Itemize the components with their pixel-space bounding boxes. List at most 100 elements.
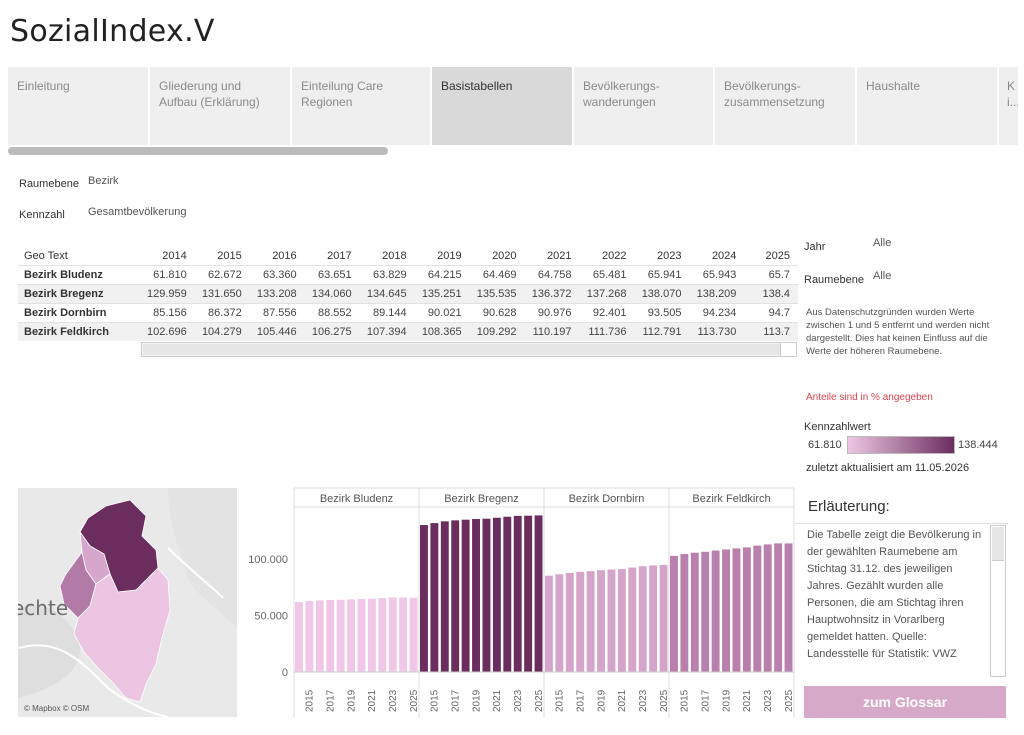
y-tick-label: 50.000 xyxy=(254,610,288,622)
table-cell: 86.372 xyxy=(194,302,250,322)
table-cell: 109.292 xyxy=(469,321,525,341)
tab-scrollbar[interactable] xyxy=(8,147,388,155)
row-geo-name: Bezirk Dornbirn xyxy=(18,302,140,322)
x-tick-label: 2019 xyxy=(346,689,357,712)
y-tick-label: 100.000 xyxy=(248,554,288,566)
map-road xyxy=(18,644,169,717)
table-cell: 102.696 xyxy=(139,321,195,341)
table-cell: 134.645 xyxy=(359,283,415,303)
tab-einleitung[interactable]: Einleitung xyxy=(8,67,148,145)
year-header[interactable]: 2018 xyxy=(382,250,407,263)
tab-einteilung[interactable]: Einteilung Care Regionen xyxy=(292,67,430,145)
x-tick-label: 2023 xyxy=(388,689,399,712)
table-horizontal-scrollbar[interactable] xyxy=(141,342,797,357)
bar xyxy=(388,597,397,672)
bar xyxy=(607,569,616,672)
table-cell: 64.215 xyxy=(414,264,470,284)
x-tick-label: 2025 xyxy=(659,689,670,712)
map-region-bludenz[interactable] xyxy=(73,567,171,703)
table-row[interactable]: Bezirk Dornbirn 85.156 86.372 87.556 88.552 8… xyxy=(18,302,798,322)
year-header[interactable]: 2017 xyxy=(327,250,352,263)
row-geo-name: Bezirk Bludenz xyxy=(18,264,140,284)
kennzahl-label: Kennzahl xyxy=(19,209,65,221)
bar xyxy=(440,521,449,672)
explanation-scroll-thumb[interactable] xyxy=(992,527,1004,561)
legend-max: 138.444 xyxy=(958,439,998,451)
scrollbar-thumb[interactable] xyxy=(143,344,780,355)
year-header[interactable]: 2016 xyxy=(272,250,297,263)
table-row[interactable]: Bezirk Bregenz 129.959 131.650 133.208 134.0… xyxy=(18,283,798,303)
table-cell: 89.144 xyxy=(359,302,415,322)
region-map[interactable]: echte xyxy=(18,488,237,717)
table-cell: 111.736 xyxy=(579,321,635,341)
table-cell: 93.505 xyxy=(634,302,690,322)
tab-more[interactable]: K le i... xyxy=(999,67,1018,145)
table-row[interactable]: Bezirk Feldkirch 102.696 104.279 105.446 106… xyxy=(18,321,798,341)
side-raumebene-select[interactable]: Alle xyxy=(873,270,892,282)
bar xyxy=(753,545,762,672)
explanation-scrollbar[interactable] xyxy=(990,525,1006,677)
row-geo-name: Bezirk Feldkirch xyxy=(18,321,140,341)
table-cell: 110.197 xyxy=(524,321,580,341)
year-header[interactable]: 2019 xyxy=(437,250,462,263)
year-header[interactable]: 2024 xyxy=(711,250,737,263)
table-cell: 61.810 xyxy=(139,264,195,284)
table-cell: 113.7 xyxy=(744,321,798,341)
table-cell: 107.394 xyxy=(359,321,415,341)
bar xyxy=(784,543,793,672)
year-header[interactable]: 2014 xyxy=(162,250,187,263)
glossary-button[interactable]: zum Glossar xyxy=(804,686,1006,718)
jahr-select[interactable]: Alle xyxy=(873,237,892,249)
x-tick-label: 2025 xyxy=(534,689,545,712)
bar xyxy=(722,549,730,672)
x-tick-label: 2017 xyxy=(450,689,461,712)
bar xyxy=(628,567,637,672)
table-cell: 135.251 xyxy=(414,283,470,303)
x-tick-label: 2017 xyxy=(325,689,336,712)
panel-header: Bezirk Bludenz xyxy=(320,493,393,505)
table-cell: 104.279 xyxy=(194,321,250,341)
bar xyxy=(545,575,553,672)
scrollbar-end[interactable] xyxy=(780,343,796,356)
year-header[interactable]: 2022 xyxy=(602,250,627,263)
panel-header: Bezirk Bregenz xyxy=(444,493,519,505)
kennzahl-select[interactable]: Gesamtbevölkerung xyxy=(88,206,187,218)
explanation-text: Die Tabelle zeigt die Bevölkerung in der… xyxy=(807,529,982,660)
tab-haushalte[interactable]: Haushalte xyxy=(857,67,997,145)
tab-bevoelkerungswanderungen[interactable]: Bevölkerungs-wanderungen xyxy=(574,67,713,145)
bar xyxy=(492,517,501,672)
table-row[interactable]: Bezirk Bludenz 61.810 62.672 63.360 63.651 63… xyxy=(18,264,798,284)
population-bar-chart[interactable]: 0 50.000 100.000 Bezirk Bludenz 2015 2017 2019… xyxy=(240,486,800,718)
table-cell: 138.070 xyxy=(634,283,690,303)
tab-gliederung[interactable]: Gliederung und Aufbau (Erklärung) xyxy=(150,67,290,145)
tab-basistabellen[interactable]: Basistabellen xyxy=(432,67,572,145)
table-cell: 105.446 xyxy=(249,321,305,341)
x-tick-label: 2023 xyxy=(638,689,649,712)
year-header[interactable]: 2025 xyxy=(765,250,790,263)
table-cell: 65.943 xyxy=(689,264,745,284)
bar xyxy=(763,544,772,672)
year-header[interactable]: 2015 xyxy=(217,250,242,263)
year-header[interactable]: 2020 xyxy=(492,250,517,263)
bar xyxy=(367,598,376,672)
bar xyxy=(586,571,595,672)
geo-text-header[interactable]: Geo Text xyxy=(24,250,68,263)
table-cell: 108.365 xyxy=(414,321,470,341)
x-tick-label: 2021 xyxy=(742,689,753,712)
tab-bevoelkerungszusammensetzung[interactable]: Bevölkerungs-zusammensetzung xyxy=(715,67,855,145)
table-cell: 64.469 xyxy=(469,264,525,284)
year-header[interactable]: 2023 xyxy=(656,250,682,263)
bar xyxy=(701,551,710,672)
bar xyxy=(524,515,533,672)
table-cell: 137.268 xyxy=(579,283,635,303)
year-header[interactable]: 2021 xyxy=(547,250,572,263)
table-cell: 138.4 xyxy=(744,283,798,303)
bar xyxy=(420,525,428,672)
raumebene-select[interactable]: Bezirk xyxy=(88,175,119,187)
legend-title: Kennzahlwert xyxy=(804,421,871,433)
side-raumebene-label: Raumebene xyxy=(804,274,864,286)
bar xyxy=(305,601,314,672)
table-cell: 65.7 xyxy=(744,264,798,284)
table-cell: 138.209 xyxy=(689,283,745,303)
table-cell: 129.959 xyxy=(139,283,195,303)
